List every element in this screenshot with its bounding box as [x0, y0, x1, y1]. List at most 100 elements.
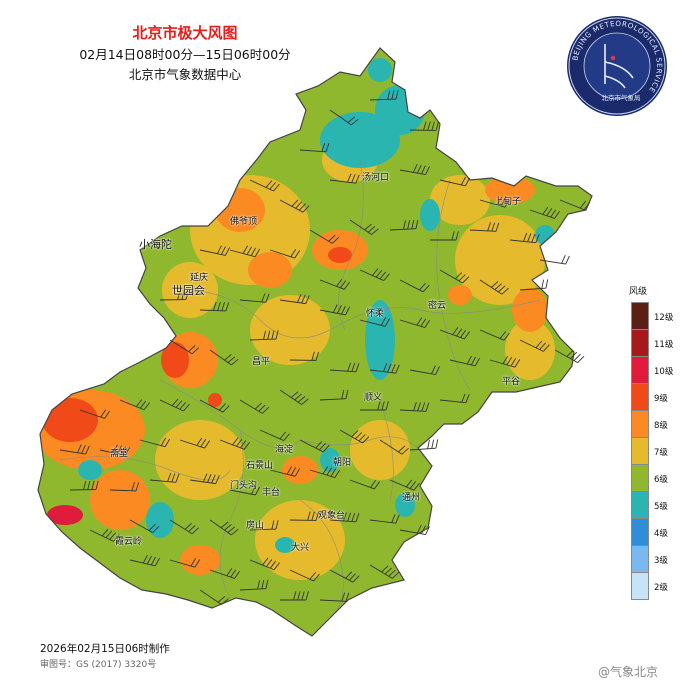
place-label: 延庆: [190, 273, 209, 283]
wind-barb-feather: [380, 317, 387, 326]
wind-barb-feather: [261, 293, 266, 303]
wind-barb-feather: [423, 121, 427, 131]
wind-barb-feather: [109, 532, 116, 540]
wind-barb-feather: [164, 438, 171, 447]
wind-barb-feather: [417, 524, 422, 534]
wind-barb-feather: [200, 438, 207, 447]
wind-barb-feather: [413, 482, 420, 491]
data-center-name: 北京市气象数据中心: [128, 67, 242, 82]
wind-barb: [129, 519, 153, 533]
wind-barb-feather: [577, 355, 585, 363]
wind-barb: [519, 339, 544, 352]
wind-barb: [379, 439, 403, 455]
wind-barb-feather: [541, 279, 545, 289]
wind-barb: [229, 249, 256, 258]
wind-barb-feather: [336, 278, 343, 287]
wind-barb-feather: [387, 363, 392, 373]
wind-barb-feather: [311, 351, 315, 361]
wind-barb-feather: [171, 398, 179, 407]
wind-barb-feather: [191, 527, 199, 535]
wind-barb-feather: [435, 366, 440, 375]
wind-barb-feather: [290, 467, 297, 476]
wind-barb-feather: [411, 219, 415, 229]
wind-barb-feather: [262, 557, 269, 566]
wind-barb-feather: [321, 142, 326, 152]
wind-barb-feather: [131, 482, 135, 491]
wind-barb-feather: [225, 247, 230, 256]
wind-barb-feather: [154, 557, 161, 567]
wind-barb-feather: [224, 354, 232, 361]
wind-barb: [109, 489, 136, 492]
wind-barb-feather: [273, 183, 280, 192]
wind-barb-feather: [431, 365, 436, 374]
place-label: 霞云岭: [115, 537, 143, 547]
wind-barb-feather: [246, 246, 253, 255]
wind-barb-feather: [77, 444, 82, 453]
wind-barb-feather: [269, 182, 276, 190]
wind-barb-feather: [348, 573, 356, 581]
wind-barb: [409, 369, 436, 375]
wind-barb-feather: [266, 559, 273, 567]
wind-barb-feather: [91, 480, 95, 490]
wind-barb-feather: [395, 90, 399, 100]
wind-barb-feather: [347, 512, 352, 522]
wind-barb-feather: [351, 512, 356, 522]
wind-barb-feather: [464, 331, 471, 340]
wind-barb-feather: [535, 234, 540, 243]
wind-barb-feather: [354, 432, 363, 440]
wind-barb: [369, 369, 396, 374]
wind-barb: [119, 399, 145, 411]
legend-label: 11级: [654, 340, 674, 350]
wind-barb-feather: [372, 268, 379, 276]
wind-barb-feather: [175, 473, 180, 483]
place-label: 怀柔: [366, 309, 385, 319]
wind-barb-feather: [146, 555, 152, 565]
legend-swatch: 7级: [631, 437, 668, 464]
wind-barb: [389, 479, 415, 491]
wind-barb-feather: [566, 349, 574, 357]
wind-barb-feather: [302, 205, 310, 213]
wind-barb-feather: [81, 445, 86, 454]
wind-barb-feather: [305, 591, 309, 601]
wind-barb-feather: [374, 481, 381, 490]
wind-barb-feather: [261, 579, 265, 589]
wind-barb-feather: [265, 180, 273, 188]
wind-barb-feather: [385, 401, 389, 411]
wind-barb-feather: [298, 203, 306, 211]
wind-barb: [149, 479, 176, 483]
wind-barb: [279, 199, 304, 213]
wind-barb-feather: [435, 121, 439, 131]
wind-scale-legend: 12级 11级 10级 9级 8级 7级 6级 5级 4级 3级 2级: [631, 302, 673, 600]
wind-barb-feather: [225, 302, 230, 312]
wind-barb-feather: [543, 344, 550, 352]
wind-barb-feather: [500, 198, 507, 207]
wind-barb-feather: [425, 166, 430, 175]
wind-barb-feather: [152, 525, 160, 533]
wind-barb-feather: [431, 121, 435, 131]
wind-barb-feather: [194, 559, 201, 568]
wind-barb-feather: [539, 342, 546, 350]
wind-barb-feather: [403, 220, 406, 230]
legend-swatch: 6级: [631, 464, 668, 491]
legend-label: 7级: [654, 448, 668, 458]
wind-barb-feather: [307, 511, 311, 521]
wind-barb: [329, 109, 352, 126]
wind-barb-feather: [421, 525, 426, 534]
wind-barb-feather: [325, 143, 330, 152]
wind-barb-feather: [381, 401, 385, 411]
wind-barb-feather: [416, 317, 423, 326]
wind-barb-feather: [188, 525, 196, 532]
wind-barb: [59, 449, 86, 455]
wind-barb: [239, 399, 263, 414]
wind-barb-feather: [491, 281, 499, 288]
wind-barb-feather: [379, 271, 387, 280]
wind-barb-feather: [391, 571, 400, 579]
wind-barb: [279, 389, 302, 405]
wind-barb: [329, 519, 356, 523]
bms-logo: BEIJING METEOROLOGICAL SERVICE 北京市气象局: [567, 16, 667, 116]
wind-barb-feather: [458, 274, 466, 282]
wind-barb-feather: [301, 591, 305, 601]
wind-barb-feather: [236, 438, 243, 447]
place-label: 昌平: [252, 357, 271, 367]
